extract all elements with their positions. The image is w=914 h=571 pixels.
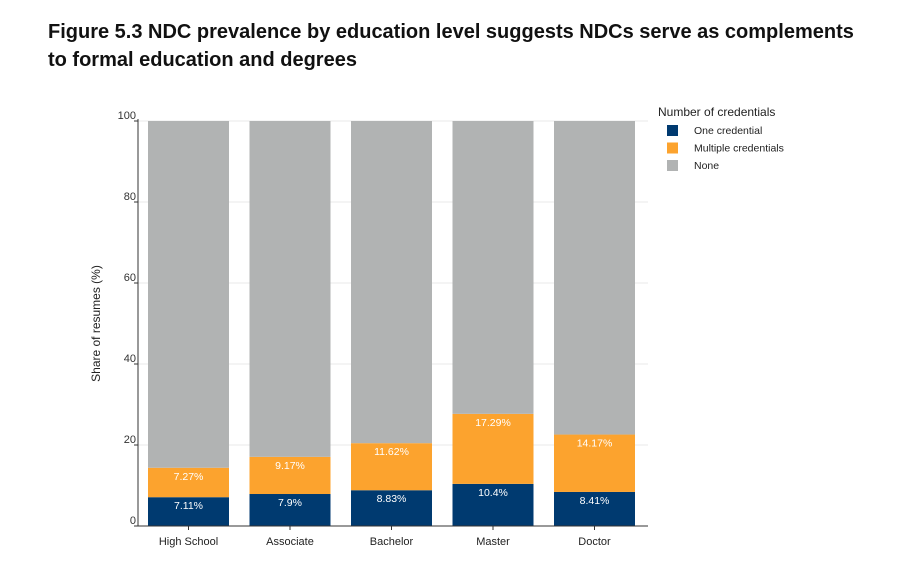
bar-none — [452, 121, 534, 414]
y-tick-label: 20 — [124, 434, 136, 446]
y-tick-label: 40 — [124, 353, 136, 365]
bar-multiple-credentials — [148, 467, 229, 498]
data-label: 7.27% — [174, 471, 204, 483]
bar-none — [554, 121, 635, 435]
data-label: 7.11% — [174, 500, 203, 512]
figure-title: Figure 5.3 NDC prevalence by education l… — [48, 21, 854, 71]
legend-swatch — [667, 142, 678, 154]
x-category-label: Master — [476, 536, 510, 548]
legend-swatch — [667, 125, 678, 136]
x-category-label: Associate — [266, 536, 314, 548]
y-tick-label: 100 — [118, 110, 136, 122]
legend-label: Multiple credentials — [694, 143, 784, 155]
y-tick-label: 60 — [124, 272, 136, 284]
data-label: 9.17% — [275, 460, 305, 472]
y-tick-label: 80 — [124, 191, 136, 203]
data-label: 7.9% — [278, 497, 302, 509]
data-label: 10.4% — [478, 487, 508, 499]
legend-label: One credential — [694, 125, 762, 137]
legend-label: None — [694, 160, 719, 172]
legend-title: Number of credentials — [658, 105, 775, 119]
bar-one-credential — [452, 483, 534, 526]
bar-one-credential — [351, 490, 432, 526]
y-axis-title: Share of resumes (%) — [89, 265, 103, 382]
bar-multiple-credentials — [249, 456, 331, 495]
axes: 0 20 40 60 80 100 High School Associate Bachelor… — [89, 110, 648, 548]
bar-multiple-credentials — [554, 434, 635, 492]
data-label: 8.83% — [377, 493, 407, 505]
x-category-label: Bachelor — [370, 536, 414, 548]
data-label: 17.29% — [475, 417, 511, 429]
x-category-label: High School — [159, 536, 218, 548]
data-label: 8.41% — [580, 495, 610, 507]
data-label: 11.62% — [374, 446, 409, 458]
bar-none — [351, 121, 432, 444]
bar-none — [148, 121, 229, 468]
legend-swatch — [667, 160, 678, 171]
bar-one-credential — [554, 491, 635, 526]
y-tick-label: 0 — [130, 515, 136, 527]
bar-one-credential — [249, 494, 331, 526]
legend: Number of credentials One credential Multi… — [658, 105, 784, 172]
x-category-label: Doctor — [578, 536, 611, 548]
data-label: 14.17% — [577, 438, 613, 450]
bar-none — [249, 121, 331, 457]
bar-multiple-credentials — [452, 413, 534, 484]
bar-multiple-credentials — [351, 443, 432, 491]
bars: 7.11% 7.27% 7.9% 9.17% 8.83% 11.62% 10.4% 17.29… — [148, 121, 635, 526]
bar-one-credential — [148, 497, 229, 526]
